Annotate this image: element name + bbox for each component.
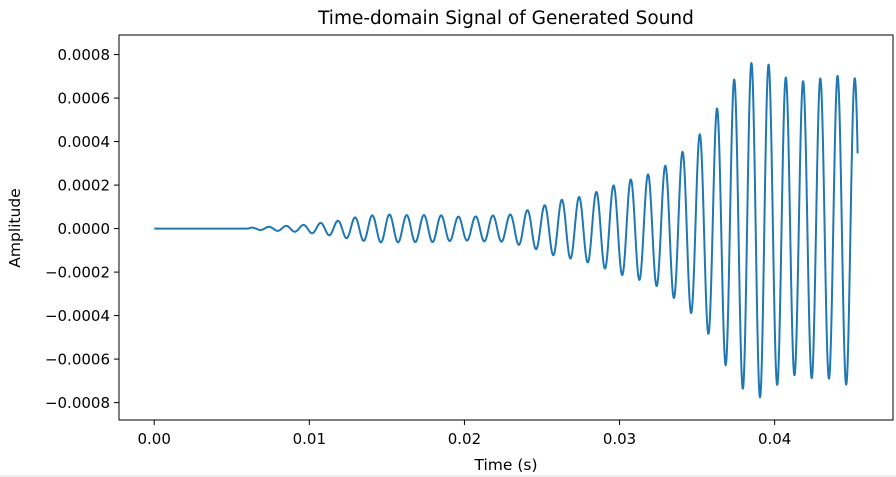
plot-frame (118, 34, 894, 421)
bottom-divider (0, 475, 896, 477)
y-tick-label: −0.0004 (45, 307, 110, 325)
y-axis: −0.0008 −0.0006 −0.0004 −0.0002 0.0000 0.0002… (45, 46, 119, 412)
plot-area (118, 34, 894, 421)
x-tick-label: 0.01 (293, 430, 326, 448)
y-tick-label: −0.0008 (45, 394, 110, 412)
chart-title: Time-domain Signal of Generated Sound (317, 8, 694, 29)
y-tick-label: −0.0006 (45, 351, 110, 369)
series-line (153, 62, 859, 399)
x-tick-label: 0.04 (758, 430, 791, 448)
y-tick-label: 0.0006 (58, 90, 111, 108)
y-tick-label: 0.0004 (58, 133, 111, 151)
x-tick-label: 0.02 (448, 430, 481, 448)
y-tick-label: 0.0002 (58, 177, 111, 195)
y-axis-title: Amplitude (6, 188, 24, 267)
x-tick-label: 0.00 (138, 430, 171, 448)
y-tick-label: 0.0000 (58, 220, 111, 238)
y-tick-label: −0.0002 (45, 264, 110, 282)
x-axis: 0.00 0.01 0.02 0.03 0.04 (138, 420, 791, 448)
x-axis-title: Time (s) (473, 456, 537, 474)
x-tick-label: 0.03 (603, 430, 636, 448)
y-tick-label: 0.0008 (58, 46, 111, 64)
